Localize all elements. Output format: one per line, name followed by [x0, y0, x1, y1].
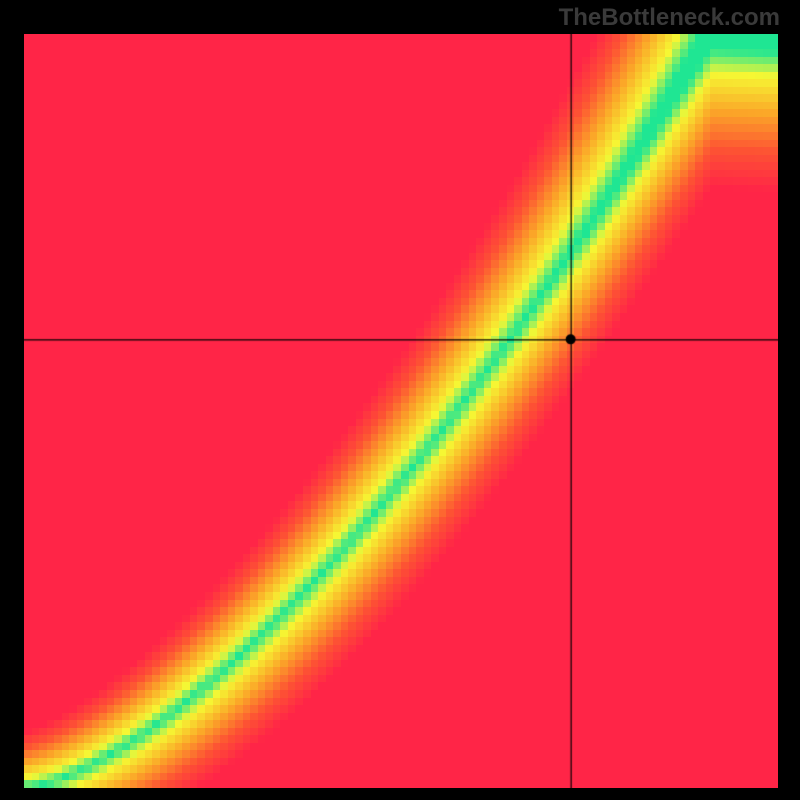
chart-container: TheBottleneck.com: [0, 0, 800, 800]
heatmap-canvas: [24, 34, 778, 788]
watermark-text: TheBottleneck.com: [559, 4, 780, 32]
